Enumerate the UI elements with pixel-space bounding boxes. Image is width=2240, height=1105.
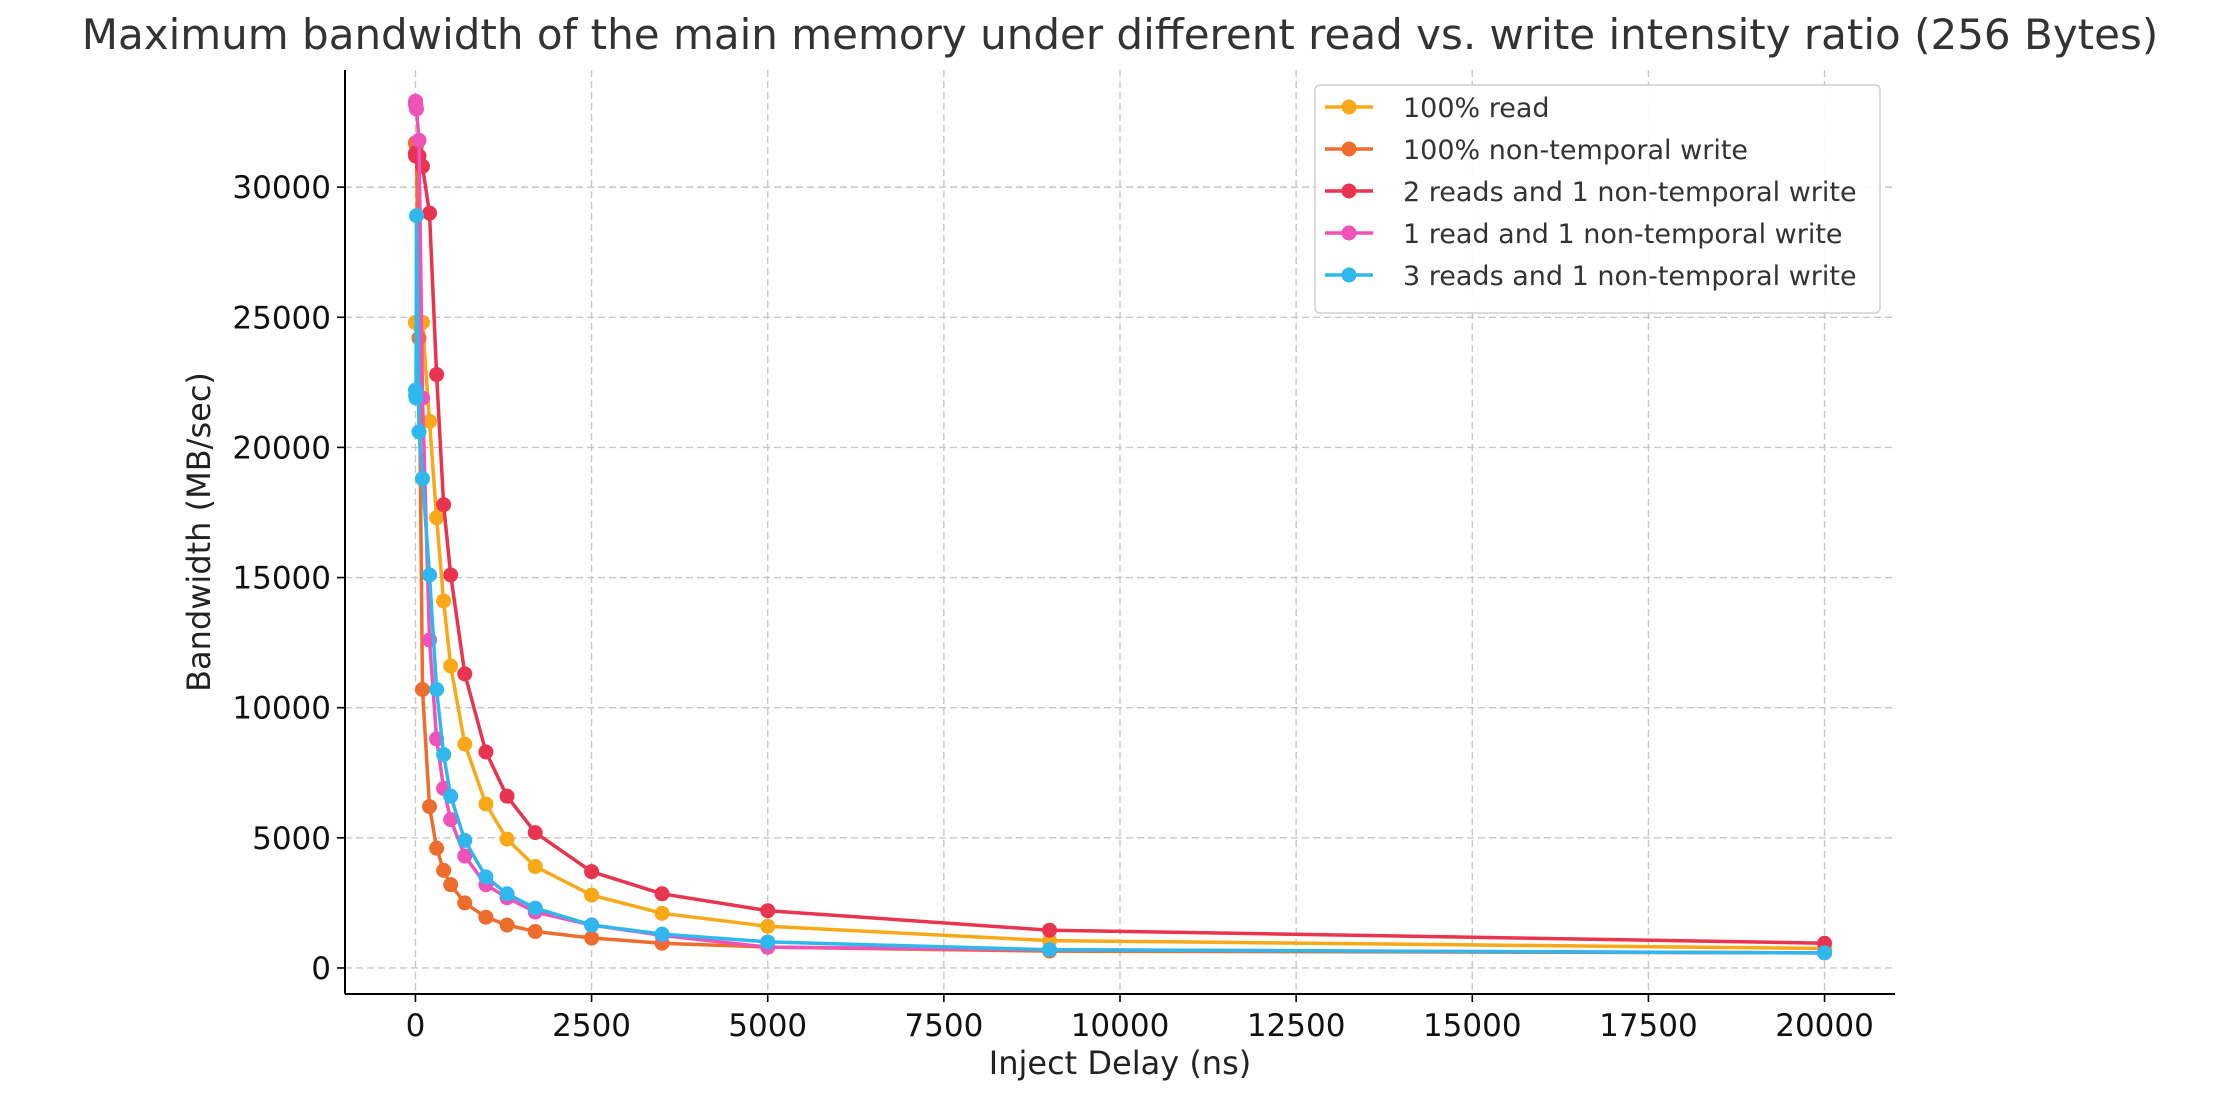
data-point-series-0 [457, 736, 473, 752]
legend-label-3: 1 read and 1 non-temporal write [1403, 219, 1843, 250]
data-point-series-4 [429, 681, 445, 697]
data-point-series-0 [429, 510, 445, 526]
data-point-series-3 [411, 132, 427, 148]
data-point-series-0 [436, 593, 452, 609]
x-tick-label: 17500 [1599, 1008, 1698, 1044]
legend-label-4: 3 reads and 1 non-temporal write [1403, 261, 1857, 292]
x-tick-label: 2500 [552, 1008, 631, 1044]
data-point-series-2 [1042, 922, 1058, 938]
data-point-series-2 [429, 367, 445, 383]
y-tick-label: 20000 [232, 430, 331, 466]
data-point-series-3 [409, 101, 425, 117]
y-tick-label: 0 [311, 951, 331, 987]
legend-label-0: 100% read [1403, 93, 1550, 124]
data-point-series-4 [527, 900, 543, 916]
y-axis-label: Bandwidth (MB/sec) [180, 372, 218, 692]
legend-label-1: 100% non-temporal write [1403, 135, 1748, 166]
x-tick-label: 5000 [728, 1008, 807, 1044]
data-point-series-4 [443, 788, 459, 804]
data-point-series-4 [411, 424, 427, 440]
data-point-series-3 [443, 812, 459, 828]
data-point-series-4 [422, 567, 438, 583]
data-point-series-1 [499, 917, 515, 933]
data-point-series-4 [457, 832, 473, 848]
data-point-series-1 [422, 799, 438, 815]
data-point-series-0 [422, 413, 438, 429]
legend-marker-0 [1341, 99, 1357, 115]
x-tick-label: 15000 [1423, 1008, 1522, 1044]
data-point-series-0 [443, 658, 459, 674]
legend-marker-4 [1341, 267, 1357, 283]
data-point-series-2 [654, 886, 670, 902]
data-point-series-1 [429, 840, 445, 856]
data-point-series-1 [457, 895, 473, 911]
legend-marker-1 [1341, 141, 1357, 157]
data-point-series-4 [409, 208, 425, 224]
data-point-series-4 [499, 886, 515, 902]
y-tick-label: 15000 [232, 561, 331, 597]
data-point-series-4 [436, 747, 452, 763]
data-point-series-4 [408, 390, 424, 406]
data-point-series-4 [415, 471, 430, 487]
data-point-series-2 [436, 497, 452, 513]
y-tick-label: 5000 [252, 821, 331, 857]
legend-box [1314, 84, 1881, 314]
data-point-series-1 [478, 909, 494, 925]
data-point-series-0 [584, 887, 600, 903]
data-point-series-2 [584, 864, 600, 880]
x-tick-label: 12500 [1247, 1008, 1346, 1044]
data-point-series-0 [760, 918, 776, 934]
legend-marker-2 [1341, 183, 1357, 199]
y-tick-label: 30000 [232, 170, 331, 206]
chart-title: Maximum bandwidth of the main memory und… [81, 10, 2159, 59]
data-point-series-3 [457, 848, 473, 864]
x-tick-label: 10000 [1071, 1008, 1170, 1044]
data-point-series-2 [443, 567, 459, 583]
data-point-series-4 [584, 917, 600, 933]
legend-label-2: 2 reads and 1 non-temporal write [1403, 177, 1857, 208]
data-point-series-1 [584, 930, 600, 946]
data-point-series-2 [422, 205, 438, 221]
x-tick-label: 7500 [904, 1008, 983, 1044]
y-tick-label: 10000 [232, 691, 331, 727]
data-point-series-4 [1817, 945, 1833, 961]
data-point-series-0 [527, 858, 543, 874]
data-point-series-2 [457, 666, 473, 682]
data-point-series-0 [499, 831, 515, 847]
y-tick-label: 25000 [232, 300, 331, 336]
data-point-series-2 [527, 825, 543, 841]
data-point-series-4 [478, 869, 494, 885]
x-tick-label: 0 [406, 1008, 426, 1044]
x-tick-label: 20000 [1775, 1008, 1874, 1044]
data-point-series-1 [436, 862, 452, 878]
data-point-series-2 [478, 744, 494, 760]
data-point-series-0 [654, 905, 670, 921]
data-point-series-1 [443, 877, 459, 893]
data-point-series-2 [760, 903, 776, 919]
data-point-series-4 [1042, 942, 1058, 958]
x-axis-label: Inject Delay (ns) [989, 1044, 1251, 1082]
data-point-series-1 [527, 924, 543, 940]
data-point-series-2 [415, 158, 430, 174]
data-point-series-4 [654, 926, 670, 942]
data-point-series-1 [415, 681, 430, 697]
data-point-series-2 [499, 788, 515, 804]
legend-marker-3 [1341, 225, 1357, 241]
data-point-series-4 [760, 934, 776, 950]
data-point-series-0 [478, 796, 494, 812]
